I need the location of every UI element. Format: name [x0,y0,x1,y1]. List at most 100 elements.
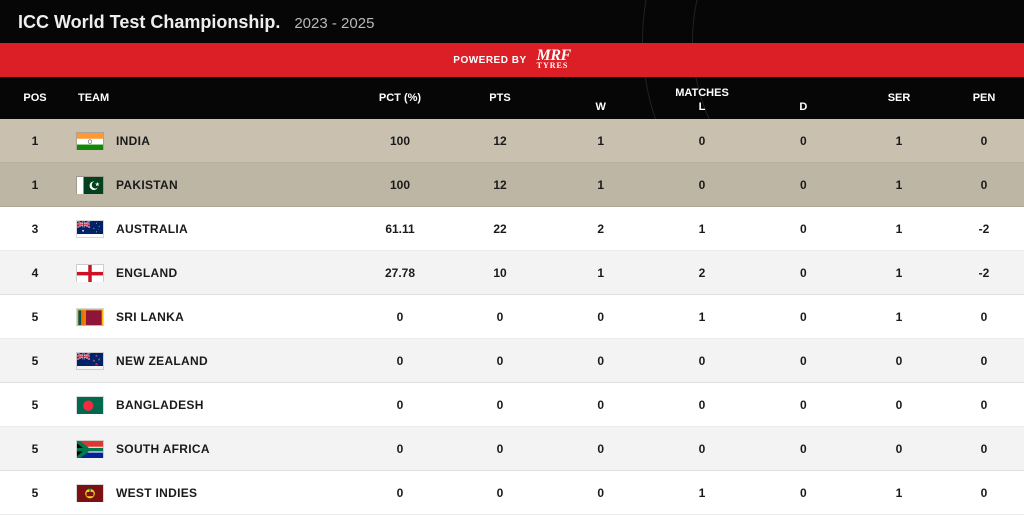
cell-l: 1 [651,471,752,515]
cell-w: 1 [550,251,651,295]
cell-pen: 0 [944,339,1024,383]
cell-l: 0 [651,383,752,427]
cell-d: 0 [753,427,854,471]
table-row[interactable]: 4ENGLAND27.78101201-2 [0,251,1024,295]
table-row[interactable]: 5BANGLADESH0000000 [0,383,1024,427]
cell-pct: 0 [350,471,450,515]
cell-team: ENGLAND [70,251,350,295]
page-title: ICC World Test Championship. [18,12,280,33]
cell-ser: 0 [854,383,944,427]
col-d: D [753,101,854,113]
cell-ser: 1 [854,119,944,163]
cell-ser: 1 [854,471,944,515]
cell-w: 0 [550,295,651,339]
cell-d: 0 [753,295,854,339]
cell-ser: 1 [854,251,944,295]
col-matches: MATCHES [675,87,729,99]
cell-ser: 1 [854,163,944,207]
flag-icon [76,352,104,370]
cell-pct: 0 [350,427,450,471]
cell-w: 2 [550,207,651,251]
cell-l: 0 [651,427,752,471]
cell-team: NEW ZEALAND [70,339,350,383]
cell-pct: 0 [350,339,450,383]
table-row[interactable]: 1PAKISTAN1001210010 [0,163,1024,207]
cell-pos: 5 [0,427,70,471]
sponsor-bar: POWERED BY MRF TYRES [0,43,1024,77]
cell-pos: 4 [0,251,70,295]
table-row[interactable]: 5SRI LANKA0001010 [0,295,1024,339]
cell-d: 0 [753,471,854,515]
cell-d: 0 [753,339,854,383]
cell-matches: 210 [550,207,854,251]
cell-pts: 0 [450,471,550,515]
cell-pts: 0 [450,295,550,339]
cell-ser: 0 [854,427,944,471]
col-pct: PCT (%) [350,77,450,119]
col-team: TEAM [70,77,350,119]
team-name: INDIA [116,134,150,148]
col-pen: PEN [944,77,1024,119]
cell-pct: 27.78 [350,251,450,295]
table-row[interactable]: 5NEW ZEALAND0000000 [0,339,1024,383]
cell-ser: 1 [854,295,944,339]
cell-pos: 5 [0,295,70,339]
table-row[interactable]: 5SOUTH AFRICA0000000 [0,427,1024,471]
team-name: BANGLADESH [116,398,204,412]
cell-matches: 100 [550,119,854,163]
cell-w: 1 [550,119,651,163]
table-row[interactable]: 5WEST INDIES0001010 [0,471,1024,515]
team-name: ENGLAND [116,266,177,280]
cell-w: 0 [550,339,651,383]
flag-icon [76,396,104,414]
cell-w: 0 [550,383,651,427]
flag-icon [76,484,104,502]
cell-l: 0 [651,119,752,163]
cell-pts: 22 [450,207,550,251]
cell-pos: 5 [0,471,70,515]
cell-matches: 000 [550,339,854,383]
cell-ser: 0 [854,339,944,383]
cell-pos: 1 [0,119,70,163]
col-w: W [550,101,651,113]
flag-icon [76,308,104,326]
table-row[interactable]: 3AUSTRALIA61.11222101-2 [0,207,1024,251]
team-name: SOUTH AFRICA [116,442,210,456]
team-name: AUSTRALIA [116,222,188,236]
cell-pos: 3 [0,207,70,251]
sponsor-sub: TYRES [537,63,571,69]
cell-w: 0 [550,427,651,471]
table-row[interactable]: 1INDIA1001210010 [0,119,1024,163]
cell-team: BANGLADESH [70,383,350,427]
cell-pen: -2 [944,207,1024,251]
cell-d: 0 [753,251,854,295]
cell-pct: 61.11 [350,207,450,251]
cell-pos: 1 [0,163,70,207]
cell-team: PAKISTAN [70,163,350,207]
cell-pen: 0 [944,163,1024,207]
cell-matches: 120 [550,251,854,295]
cell-d: 0 [753,207,854,251]
col-matches-group: MATCHES W L D [550,77,854,119]
col-pos: POS [0,77,70,119]
cell-matches: 010 [550,295,854,339]
cell-l: 0 [651,339,752,383]
cell-pen: 0 [944,383,1024,427]
flag-icon [76,264,104,282]
cell-w: 1 [550,163,651,207]
col-ser: SER [854,77,944,119]
team-name: NEW ZEALAND [116,354,208,368]
cell-l: 0 [651,163,752,207]
cell-pos: 5 [0,383,70,427]
standings-body: 1INDIA10012100101PAKISTAN10012100103AUST… [0,119,1024,515]
cell-team: WEST INDIES [70,471,350,515]
cell-l: 1 [651,295,752,339]
cell-pts: 0 [450,383,550,427]
cell-pct: 100 [350,163,450,207]
table-header: POS TEAM PCT (%) PTS MATCHES W L D SER P… [0,77,1024,119]
col-pts: PTS [450,77,550,119]
cell-pen: 0 [944,427,1024,471]
cell-pts: 0 [450,427,550,471]
cell-matches: 000 [550,383,854,427]
cell-w: 0 [550,471,651,515]
